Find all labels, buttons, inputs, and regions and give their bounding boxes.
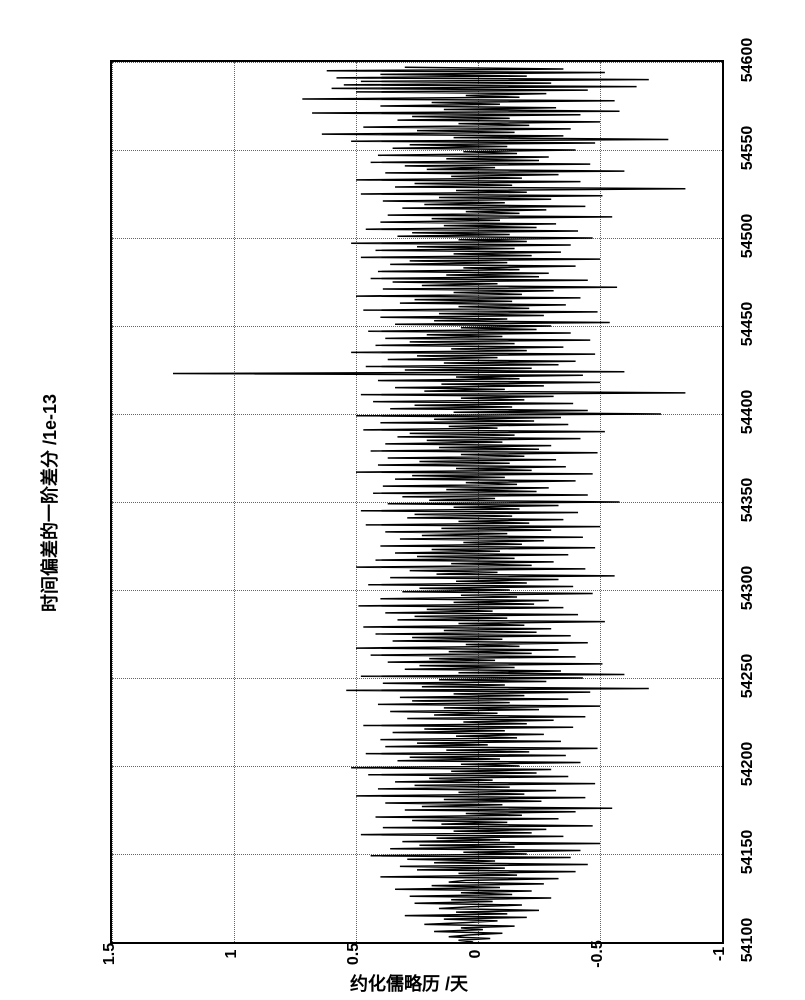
x-tick-label: 54150	[739, 830, 757, 875]
x-tick-label: 54450	[739, 302, 757, 347]
y-tick-label: 1.5	[101, 943, 119, 965]
figure: UTC(NTSC)-GPST 时间偏差的一阶差分 /1e-13 约化儒略历 /天…	[0, 0, 805, 1000]
x-tick-label: 54250	[739, 654, 757, 699]
x-tick-label: 54550	[739, 126, 757, 171]
gridline-y	[722, 62, 723, 942]
y-tick-label: -0.5	[589, 940, 607, 968]
y-tick-label: 0.5	[345, 943, 363, 965]
y-tick-label: -1	[711, 947, 729, 961]
x-tick-label: 54350	[739, 478, 757, 523]
series-line	[173, 67, 685, 942]
x-tick-label: 54200	[739, 742, 757, 787]
x-tick-label: 54100	[739, 918, 757, 963]
gridline-x	[112, 942, 722, 943]
y-axis-label: 时间偏差的一阶差分 /1e-13	[36, 394, 62, 612]
x-axis-label: 约化儒略历 /天	[350, 970, 468, 996]
plot-area	[110, 60, 724, 944]
y-tick-label: 1	[223, 950, 241, 959]
x-tick-label: 54500	[739, 214, 757, 259]
x-tick-label: 54400	[739, 390, 757, 435]
x-tick-label: 54600	[739, 38, 757, 83]
y-tick-label: 0	[467, 950, 485, 959]
x-tick-label: 54300	[739, 566, 757, 611]
series-svg	[112, 62, 722, 942]
